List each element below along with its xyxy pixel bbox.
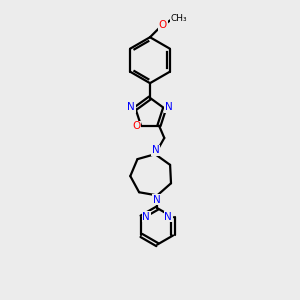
- Text: O: O: [132, 121, 140, 131]
- Text: N: N: [164, 212, 172, 222]
- Text: O: O: [159, 20, 167, 30]
- Text: N: N: [153, 195, 160, 205]
- Text: N: N: [128, 102, 135, 112]
- Text: N: N: [165, 102, 172, 112]
- Text: CH₃: CH₃: [170, 14, 187, 22]
- Text: N: N: [152, 145, 160, 155]
- Text: N: N: [142, 212, 150, 222]
